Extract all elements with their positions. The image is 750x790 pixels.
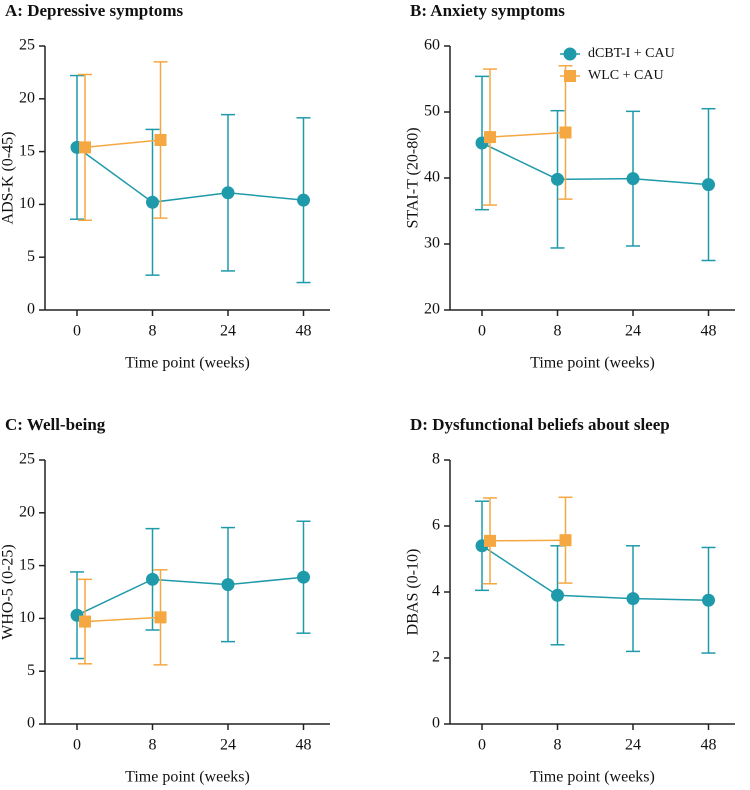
data-point bbox=[551, 588, 564, 602]
legend-marker bbox=[563, 47, 577, 61]
y-tick-label: 10 bbox=[19, 195, 35, 212]
series-line bbox=[481, 142, 709, 186]
series-line bbox=[84, 616, 161, 623]
series-line bbox=[489, 131, 566, 138]
x-tick-label: 24 bbox=[625, 323, 641, 340]
y-tick-label: 20 bbox=[19, 503, 35, 520]
y-tick-label: 25 bbox=[19, 37, 35, 54]
y-axis-label: STAI-T (20-80) bbox=[405, 127, 422, 228]
y-tick-label: 25 bbox=[19, 451, 35, 468]
data-point bbox=[154, 611, 167, 624]
data-point bbox=[221, 186, 235, 200]
data-point bbox=[79, 141, 91, 154]
series-line bbox=[76, 576, 304, 616]
y-tick-label: 15 bbox=[19, 142, 35, 159]
x-tick-label: 0 bbox=[478, 323, 486, 340]
x-tick-label: 48 bbox=[701, 737, 717, 754]
data-point bbox=[702, 593, 715, 607]
panel-title: C: Well-being bbox=[5, 415, 106, 434]
data-point bbox=[297, 570, 310, 584]
y-tick-label: 4 bbox=[432, 583, 440, 600]
data-point bbox=[702, 178, 715, 192]
y-tick-label: 30 bbox=[424, 235, 440, 252]
y-axis-label: WHO-5 (0-25) bbox=[0, 544, 17, 640]
panel-title: D: Dysfunctional beliefs about sleep bbox=[410, 415, 670, 434]
x-tick-label: 8 bbox=[554, 323, 562, 340]
x-tick-label: 0 bbox=[478, 737, 486, 754]
data-point bbox=[79, 615, 91, 628]
x-tick-label: 8 bbox=[554, 737, 562, 754]
series-line bbox=[481, 545, 709, 601]
data-point bbox=[154, 133, 167, 146]
y-tick-label: 0 bbox=[27, 301, 35, 318]
series-line bbox=[489, 539, 566, 542]
data-point bbox=[297, 193, 310, 207]
x-tick-label: 24 bbox=[220, 737, 236, 754]
legend-label: WLC + CAU bbox=[588, 68, 664, 83]
data-point bbox=[551, 172, 564, 186]
y-tick-label: 50 bbox=[424, 103, 440, 120]
y-tick-label: 20 bbox=[19, 89, 35, 106]
x-tick-label: 48 bbox=[296, 737, 312, 754]
legend-marker bbox=[564, 70, 576, 82]
data-point bbox=[146, 572, 159, 586]
y-tick-label: 60 bbox=[424, 37, 440, 54]
data-point bbox=[559, 534, 572, 547]
x-tick-label: 24 bbox=[625, 737, 641, 754]
x-axis-label: Time point (weeks) bbox=[125, 769, 250, 786]
data-point bbox=[146, 195, 159, 209]
x-tick-label: 48 bbox=[701, 323, 717, 340]
data-point bbox=[484, 131, 496, 144]
y-tick-label: 5 bbox=[27, 662, 35, 679]
series-line bbox=[84, 139, 161, 149]
y-axis-label: ADS-K (0-45) bbox=[0, 132, 17, 225]
x-tick-label: 0 bbox=[73, 323, 81, 340]
y-tick-label: 10 bbox=[19, 609, 35, 626]
data-point bbox=[626, 172, 640, 186]
legend-label: dCBT-I + CAU bbox=[588, 46, 675, 61]
y-tick-label: 8 bbox=[432, 451, 440, 468]
series-line bbox=[76, 146, 304, 204]
y-axis-label: DBAS (0-10) bbox=[405, 549, 422, 636]
x-tick-label: 48 bbox=[296, 323, 312, 340]
y-tick-label: 0 bbox=[27, 715, 35, 732]
y-tick-label: 2 bbox=[432, 649, 440, 666]
x-tick-label: 8 bbox=[149, 737, 157, 754]
y-tick-label: 15 bbox=[19, 556, 35, 573]
x-axis-label: Time point (weeks) bbox=[530, 355, 655, 372]
data-point bbox=[626, 592, 640, 606]
y-tick-label: 40 bbox=[424, 169, 440, 186]
y-tick-label: 6 bbox=[432, 517, 440, 534]
x-tick-label: 24 bbox=[220, 323, 236, 340]
data-point bbox=[484, 534, 496, 547]
y-tick-label: 20 bbox=[424, 301, 440, 318]
x-tick-label: 0 bbox=[73, 737, 81, 754]
y-tick-label: 0 bbox=[432, 715, 440, 732]
data-point bbox=[221, 578, 235, 592]
y-tick-label: 5 bbox=[27, 248, 35, 265]
x-axis-label: Time point (weeks) bbox=[530, 769, 655, 786]
x-tick-label: 8 bbox=[149, 323, 157, 340]
x-axis-label: Time point (weeks) bbox=[125, 355, 250, 372]
panel-title: B: Anxiety symptoms bbox=[410, 1, 565, 20]
data-point bbox=[559, 126, 572, 139]
panel-title: A: Depressive symptoms bbox=[5, 1, 184, 20]
